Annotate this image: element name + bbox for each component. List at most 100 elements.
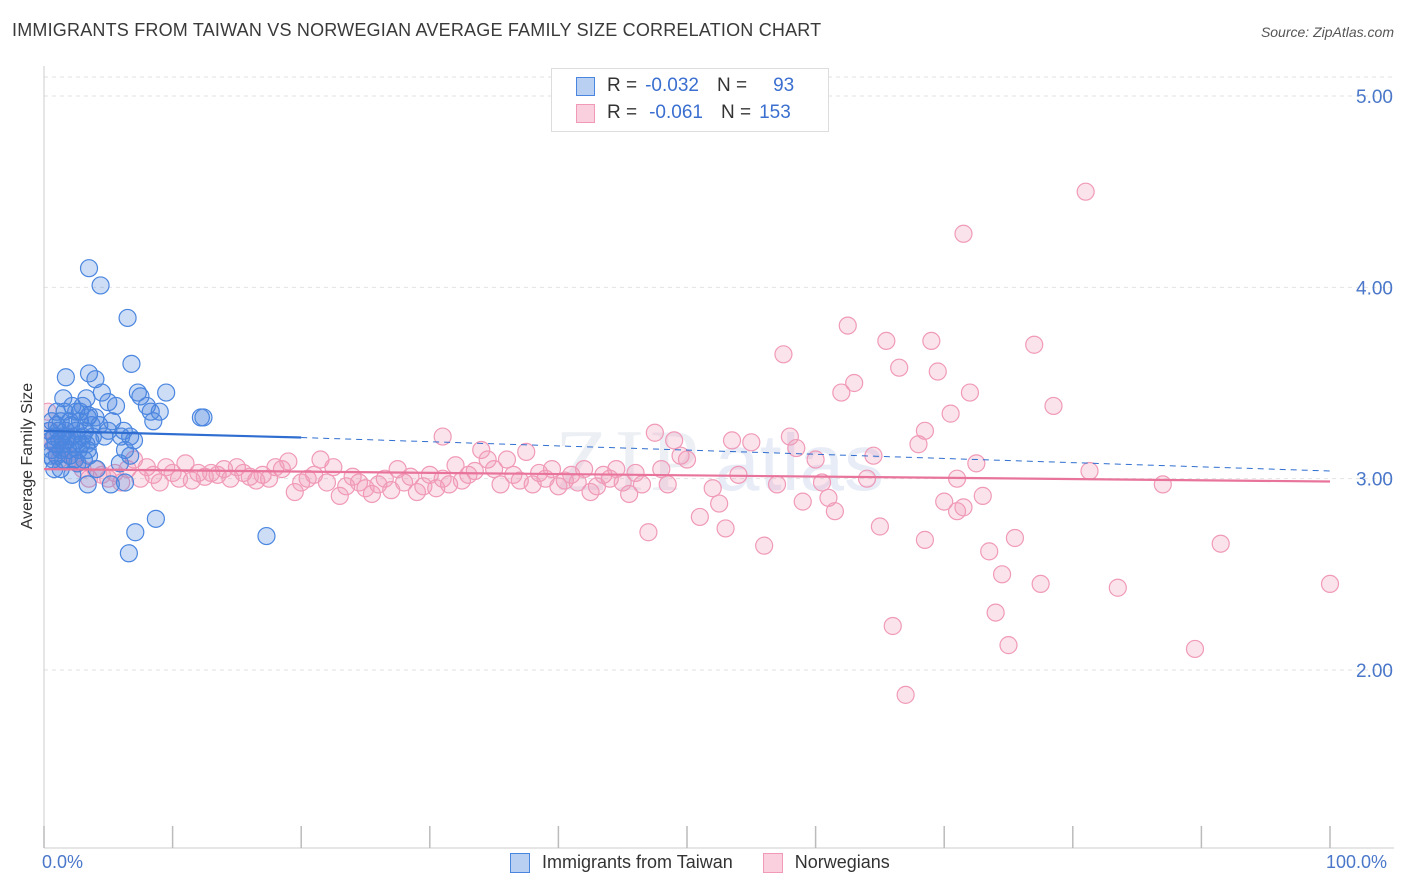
norwegians-point — [845, 373, 864, 393]
norwegians-swatch — [576, 103, 595, 123]
norwegians-point — [838, 316, 857, 335]
taiwan-point — [119, 544, 138, 563]
n-value: 153 — [759, 102, 791, 123]
norwegians-point — [870, 517, 890, 536]
norwegians-point — [1031, 574, 1050, 594]
norwegians-point — [928, 362, 947, 381]
norwegians-point — [1320, 574, 1340, 594]
stats-row-norwegians: R = -0.061 N = 153 — [552, 100, 791, 126]
norwegians-point — [960, 383, 980, 402]
norwegians-point — [690, 507, 709, 527]
taiwan-point — [106, 396, 126, 416]
norwegians-point — [935, 492, 954, 511]
taiwan-point — [126, 523, 145, 542]
norwegians-point — [703, 479, 722, 498]
axes — [43, 66, 1394, 849]
norwegians-point — [915, 421, 935, 440]
norwegians-point — [1108, 578, 1127, 597]
norwegians-point — [825, 502, 844, 521]
r-value: -0.032 — [645, 75, 699, 96]
norwegians-point — [665, 431, 684, 450]
norwegians-point — [857, 469, 877, 488]
norwegians-point — [375, 469, 394, 488]
taiwan-point — [44, 446, 60, 465]
norwegians-point — [742, 433, 761, 452]
norwegians-point — [658, 475, 677, 494]
norwegians-point — [780, 427, 799, 446]
r-label: R = — [607, 102, 638, 123]
norwegians-point — [645, 423, 664, 442]
norwegians-point — [755, 536, 774, 555]
norwegians-point — [915, 530, 935, 549]
norwegians-point — [967, 454, 986, 473]
taiwan-point — [144, 412, 163, 431]
norwegians-point — [677, 450, 697, 469]
norwegians-point — [317, 473, 337, 492]
taiwan-point — [63, 465, 82, 484]
norwegians-point — [806, 450, 825, 469]
norwegians-point — [722, 431, 742, 450]
norwegians-point — [639, 523, 658, 542]
norwegians-point — [652, 460, 671, 479]
taiwan-point — [115, 473, 135, 492]
x-tick-max: 100.0% — [1326, 852, 1388, 872]
chart-source: Source: ZipAtlas.com — [1260, 24, 1394, 40]
norwegians-point — [626, 463, 645, 483]
norwegians-point — [980, 542, 999, 561]
legend-swatch-taiwan — [510, 852, 530, 873]
norwegians-point — [491, 475, 510, 494]
norwegians-trend-line — [43, 468, 1331, 483]
norwegians-point — [1044, 396, 1063, 416]
taiwan-point — [122, 354, 141, 373]
norwegians-point — [1185, 639, 1205, 659]
taiwan-point — [92, 383, 111, 402]
norwegians-point — [176, 454, 195, 473]
bottom-legend: Immigrants from Taiwan Norwegians — [510, 852, 920, 873]
norwegians-point — [947, 502, 967, 521]
norwegians-point — [632, 475, 652, 494]
norwegians-point — [1153, 475, 1172, 494]
norwegians-point — [1076, 182, 1095, 201]
r-value: -0.061 — [649, 102, 703, 123]
norwegians-point — [472, 440, 491, 460]
taiwan-point — [115, 440, 135, 460]
norwegians-point — [465, 461, 484, 481]
taiwan-point — [131, 387, 150, 406]
taiwan-point — [157, 383, 176, 402]
legend-label-norwegians: Norwegians — [794, 852, 890, 872]
norwegians-point — [877, 331, 896, 351]
norwegians-point — [986, 603, 1005, 622]
norwegians-point — [941, 404, 960, 423]
norwegians-point — [774, 345, 793, 364]
r-label: R = — [607, 75, 638, 96]
taiwan-trend-line — [43, 429, 302, 439]
n-label: N = — [716, 75, 748, 96]
norwegians-point — [883, 616, 902, 636]
norwegians-point — [362, 484, 382, 504]
norwegians-point — [285, 482, 304, 502]
stats-row-taiwan: R = -0.032 N = 93 — [552, 73, 794, 99]
norwegians-point — [259, 469, 279, 488]
norwegians-point — [478, 450, 497, 469]
norwegians-point — [330, 486, 349, 505]
taiwan-point — [110, 454, 129, 473]
norwegians-point — [999, 636, 1018, 655]
norwegians-point — [896, 685, 915, 704]
legend-label-taiwan: Immigrants from Taiwan — [542, 852, 733, 872]
norwegians-point — [954, 224, 973, 243]
taiwan-point — [146, 509, 165, 528]
taiwan-point — [68, 454, 87, 473]
taiwan-point — [86, 408, 105, 427]
taiwan-point — [101, 475, 120, 494]
norwegians-point — [710, 494, 729, 513]
taiwan-point — [79, 259, 99, 278]
legend-item-taiwan: Immigrants from Taiwan — [510, 852, 733, 873]
trend-lines — [43, 429, 1331, 483]
norwegians-point — [1080, 461, 1099, 481]
norwegians-point — [716, 519, 735, 538]
norwegians-point — [890, 358, 909, 377]
legend-swatch-norwegians — [762, 852, 783, 873]
taiwan-point — [150, 402, 169, 421]
stats-legend-box: R = -0.032 N = 93 R = -0.061 N = 153 — [551, 68, 829, 132]
